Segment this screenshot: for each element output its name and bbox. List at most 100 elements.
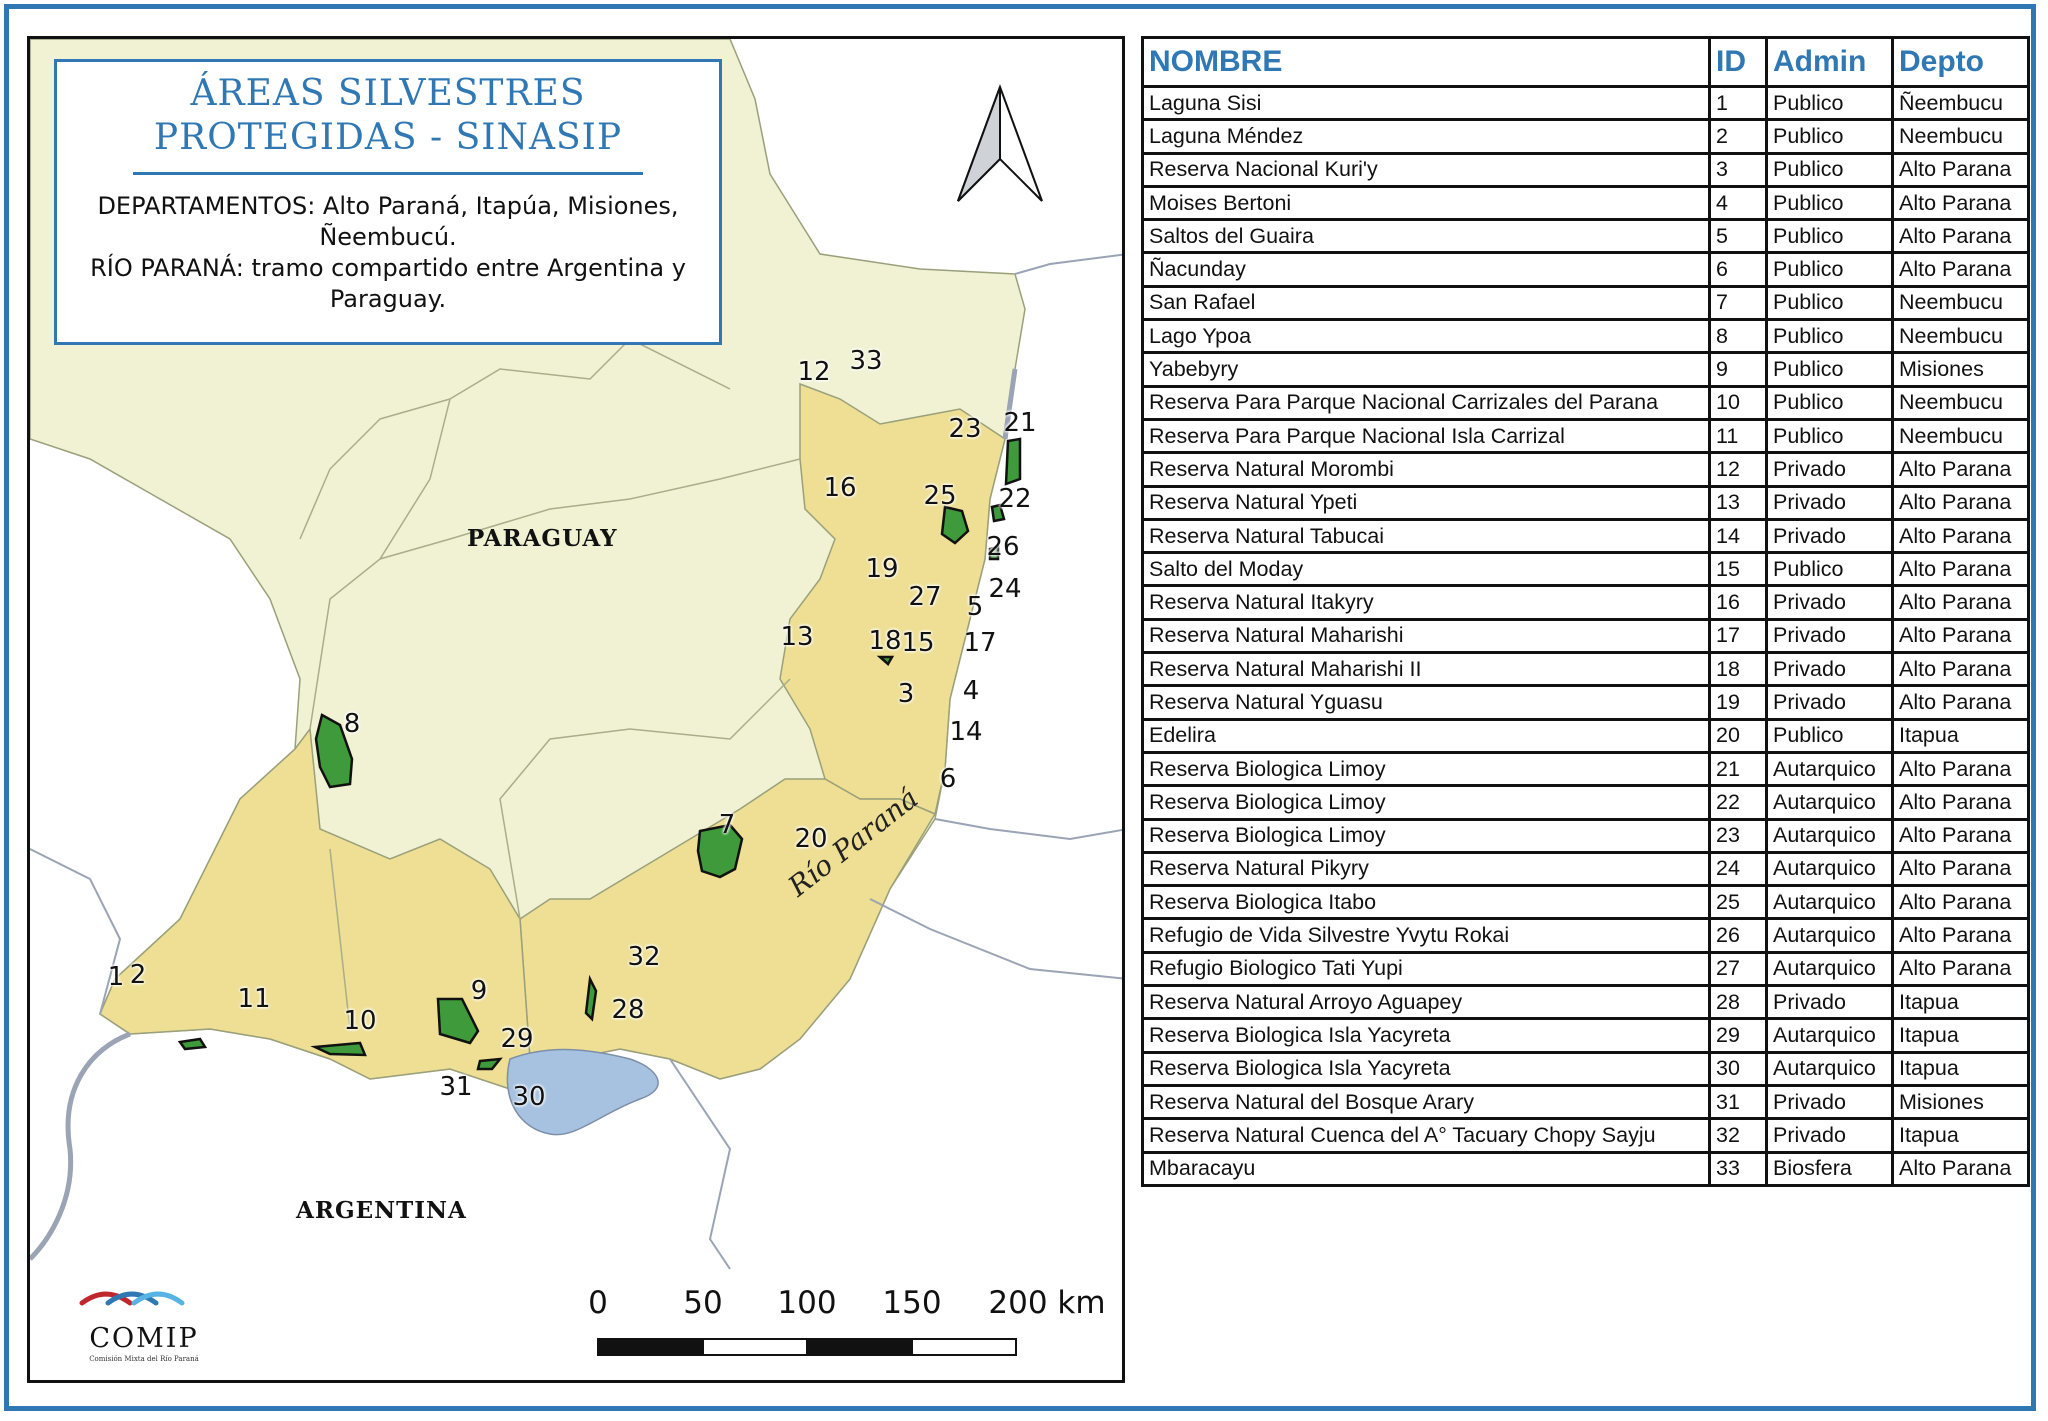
map-title: ÁREAS SILVESTRES — [190, 73, 586, 114]
cell-nombre: Refugio Biologico Tati Yupi — [1141, 950, 1711, 988]
cell-depto: Alto Parana — [1891, 184, 2030, 222]
area-label-19: 19 — [865, 554, 899, 584]
table-header-row: NOMBRE ID Admin Depto — [1141, 36, 2030, 88]
cell-nombre: Reserva Biologica Limoy — [1141, 784, 1711, 821]
cell-id: 32 — [1708, 1117, 1768, 1154]
cell-nombre: Reserva Biologica Limoy — [1141, 750, 1711, 788]
table-row: Reserva Natural Arroyo Aguapey 28 Privado I… — [1141, 984, 2030, 1021]
cell-nombre: Reserva Biologica Itabo — [1141, 884, 1711, 921]
cell-nombre: Reserva Natural Itakyry — [1141, 584, 1711, 621]
table-row: Reserva Natural del Bosque Arary 31 Privad… — [1141, 1083, 2030, 1121]
cell-admin: Autarquico — [1765, 1017, 1894, 1054]
cell-id: 11 — [1708, 417, 1768, 455]
cell-depto: Alto Parana — [1891, 950, 2030, 988]
table-row: Refugio Biologico Tati Yupi 27 Autarquico A… — [1141, 950, 2030, 988]
cell-admin: Privado — [1765, 617, 1894, 655]
cell-id: 25 — [1708, 884, 1768, 921]
scale-bar — [597, 1338, 1017, 1356]
cell-nombre: Laguna Sisi — [1141, 84, 1711, 122]
yacyreta-lake — [506, 1048, 659, 1136]
header-admin: Admin — [1765, 36, 1894, 88]
cell-depto: Neembucu — [1891, 318, 2030, 355]
area-label-33: 33 — [849, 346, 883, 376]
cell-depto: Alto Parana — [1891, 651, 2030, 688]
table-row: Reserva Para Parque Nacional Isla Carriz… — [1141, 417, 2030, 455]
area-label-6: 6 — [939, 764, 957, 794]
area-label-1: 1 — [107, 962, 125, 992]
table-row: Reserva Natural Maharishi II 18 Privado Alt… — [1141, 651, 2030, 688]
area-label-23: 23 — [948, 414, 982, 444]
cell-admin: Privado — [1765, 451, 1894, 488]
logo-subtext: Comisión Mixta del Río Paraná — [89, 1355, 199, 1363]
area-9-polygon — [436, 997, 480, 1045]
cell-depto: Itapua — [1891, 984, 2030, 1021]
cell-admin: Autarquico — [1765, 1050, 1894, 1087]
table-row: Reserva Para Parque Nacional Carrizales … — [1141, 384, 2030, 421]
cell-nombre: Salto del Moday — [1141, 551, 1711, 588]
cell-admin: Autarquico — [1765, 884, 1894, 921]
cell-id: 19 — [1708, 684, 1768, 721]
cell-id: 3 — [1708, 151, 1768, 188]
area-label-22: 22 — [998, 484, 1032, 514]
cell-id: 23 — [1708, 817, 1768, 854]
cell-admin: Publico — [1765, 251, 1894, 288]
area-label-2: 2 — [129, 960, 147, 990]
cell-nombre: Reserva Para Parque Nacional Carrizales … — [1141, 384, 1711, 421]
cell-depto: Alto Parana — [1891, 784, 2030, 821]
table-row: Reserva Natural Morombi 12 Privado Alto Par… — [1141, 451, 2030, 488]
areas-table: NOMBRE ID Admin Depto Laguna Sisi 1 Public… — [1141, 36, 2030, 1187]
cell-admin: Publico — [1765, 717, 1894, 754]
area-8-polygon — [314, 713, 354, 789]
cell-id: 12 — [1708, 451, 1768, 488]
cell-id: 18 — [1708, 651, 1768, 688]
cell-admin: Publico — [1765, 218, 1894, 255]
cell-depto: Neembucu — [1891, 384, 2030, 421]
area-18-polygon — [876, 655, 895, 666]
table-row: Refugio de Vida Silvestre Yvytu Rokai 26 A… — [1141, 917, 2030, 954]
cell-id: 13 — [1708, 484, 1768, 521]
area-label-29: 29 — [500, 1024, 534, 1054]
cell-id: 21 — [1708, 750, 1768, 788]
cell-nombre: Reserva Natural Arroyo Aguapey — [1141, 984, 1711, 1021]
protected-areas — [177, 437, 1022, 1071]
cell-id: 27 — [1708, 950, 1768, 988]
area-label-21: 21 — [1003, 408, 1037, 438]
scale-label-50: 50 — [683, 1285, 723, 1321]
area-label-11: 11 — [237, 984, 271, 1014]
cell-nombre: Reserva Natural Cuenca del A° Tacuary Ch… — [1141, 1117, 1711, 1154]
cell-id: 22 — [1708, 784, 1768, 821]
table-row: Laguna Sisi 1 Publico Ñeembucu — [1141, 84, 2030, 122]
cell-depto: Alto Parana — [1891, 750, 2030, 788]
table-row: Mbaracayu 33 Biosfera Alto Parana — [1141, 1150, 2030, 1187]
area-label-17: 17 — [963, 628, 997, 658]
area-label-15: 15 — [901, 628, 935, 658]
map-title-line2: PROTEGIDAS - SINASIP — [153, 117, 623, 158]
cell-depto: Alto Parana — [1891, 1150, 2030, 1187]
cell-nombre: Edelira — [1141, 717, 1711, 754]
north-arrow — [957, 84, 1043, 202]
label-argentina: ARGENTINA — [296, 1197, 467, 1224]
area-label-12: 12 — [797, 357, 831, 387]
cell-nombre: Reserva Biologica Isla Yacyreta — [1141, 1017, 1711, 1054]
map-title-box: ÁREAS SILVESTRES PROTEGIDAS - SINASIP DE… — [54, 59, 722, 345]
cell-depto: Misiones — [1891, 1083, 2030, 1121]
cell-id: 14 — [1708, 517, 1768, 555]
cell-admin: Publico — [1765, 417, 1894, 455]
cell-id: 17 — [1708, 617, 1768, 655]
table-row: Lago Ypoa 8 Publico Neembucu — [1141, 318, 2030, 355]
cell-id: 8 — [1708, 318, 1768, 355]
area-label-13: 13 — [780, 622, 814, 652]
cell-id: 26 — [1708, 917, 1768, 954]
comip-logo-waves — [79, 1291, 185, 1306]
cell-nombre: Reserva Natural Morombi — [1141, 451, 1711, 488]
table-row: Reserva Natural Tabucai 14 Privado Alto Par… — [1141, 517, 2030, 555]
cell-nombre: Reserva Natural Pikyry — [1141, 850, 1711, 888]
cell-admin: Privado — [1765, 517, 1894, 555]
cell-nombre: Saltos del Guaira — [1141, 218, 1711, 255]
cell-nombre: Ñacunday — [1141, 251, 1711, 288]
area-26-polygon — [988, 545, 1000, 561]
cell-id: 4 — [1708, 184, 1768, 222]
cell-nombre: Reserva Biologica Limoy — [1141, 817, 1711, 854]
map-panel: ÁREAS SILVESTRES PROTEGIDAS - SINASIP DE… — [27, 36, 1125, 1383]
cell-id: 16 — [1708, 584, 1768, 621]
